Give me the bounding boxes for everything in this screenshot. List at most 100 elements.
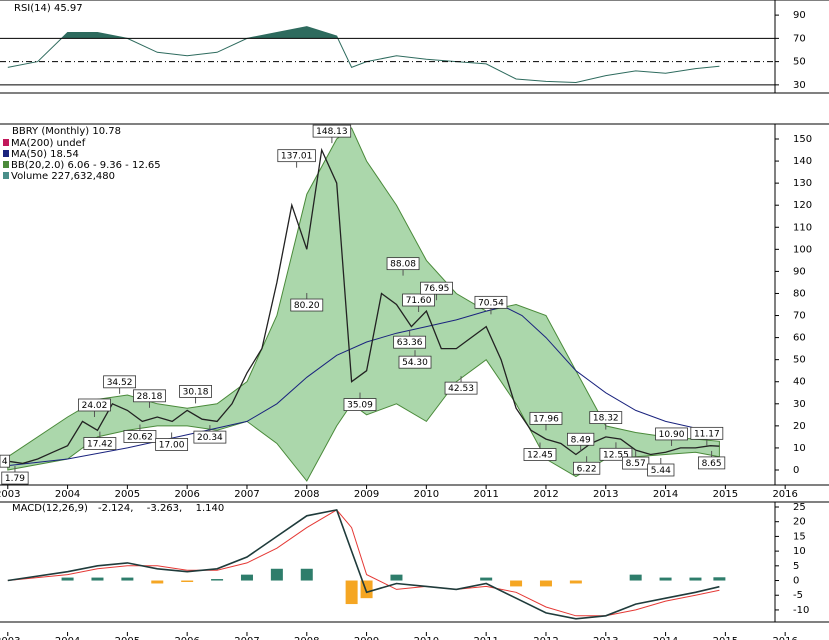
annotation-label: 17.42: [87, 440, 113, 450]
y-tick-label: 30: [793, 80, 806, 91]
annotation-label: 137.01: [281, 152, 313, 162]
annotation-label: 24.02: [82, 401, 108, 411]
x-tick-label: 2016: [772, 636, 797, 640]
annotation-box: [312, 124, 352, 138]
panel: 4 1.79 24.02 17.42 34.52 28.18 20.62 17.00 30.18…: [0, 124, 726, 485]
histogram-bar: [345, 580, 358, 605]
annotation-label: 8.49: [571, 435, 591, 445]
x-tick-label: 2016: [772, 489, 797, 500]
x-tick-label: 2008: [294, 636, 319, 640]
x-tick-label: 2004: [55, 636, 80, 640]
histogram-bar: [480, 577, 493, 581]
y-tick-label: 70: [793, 311, 806, 322]
annotation-label: 76.95: [424, 284, 450, 294]
x-tick-label: 2006: [174, 489, 199, 500]
y-tick-label: 0: [793, 576, 799, 587]
annotation-box: [133, 389, 166, 403]
y-tick-label: 20: [793, 421, 806, 432]
annotation-label: 1.79: [5, 474, 25, 484]
annotation-label: 8.57: [626, 459, 646, 469]
annotation-box: [420, 281, 453, 295]
annotation-label: 28.18: [137, 392, 163, 402]
annotation-box: [622, 456, 650, 470]
histogram-bar: [510, 580, 523, 587]
annotation-box: [290, 298, 324, 312]
annotation-label: 88.08: [390, 260, 416, 270]
y-tick-label: 25: [793, 502, 806, 513]
annotation-label: 20.62: [127, 432, 153, 442]
y-tick-label: 90: [793, 266, 806, 277]
annotation-box: [83, 437, 117, 450]
x-tick-label: 2012: [533, 636, 558, 640]
x-tick-label: 2007: [234, 489, 259, 500]
annotation-label: 63.36: [397, 338, 423, 348]
annotation-box: [698, 456, 726, 470]
x-tick-label: 2006: [174, 636, 199, 640]
x-tick-label: 2015: [713, 489, 738, 500]
histogram-bar: [300, 568, 313, 581]
legend-swatch: [3, 161, 9, 168]
y-tick-label: 10: [793, 443, 806, 454]
histogram-bar: [270, 568, 283, 581]
legend-text: BB(20,2.0) 6.06 - 9.36 - 12.65: [11, 160, 161, 171]
histogram-bar: [659, 577, 672, 581]
annotation-box: [78, 398, 111, 412]
annotation-box: [393, 335, 427, 349]
annotation-box: [655, 427, 688, 441]
annotation-box: [386, 257, 420, 271]
x-tick-label: 2005: [115, 636, 140, 640]
y-tick-label: 140: [793, 156, 812, 167]
signal-line: [7, 509, 720, 617]
histogram-bar: [61, 577, 74, 581]
legend-swatch: [3, 139, 9, 146]
x-tick-label: 2012: [533, 489, 558, 500]
annotation-box: [444, 381, 478, 395]
y-tick-label: -10: [793, 605, 809, 616]
y-tick-label: 5: [793, 561, 799, 572]
annotation-box: [398, 355, 432, 369]
x-tick-label: 2014: [653, 489, 678, 500]
annotation-box: [193, 430, 227, 444]
y-tick-label: 50: [793, 355, 806, 366]
annotation-label: 18.32: [593, 414, 619, 424]
y-tick-label: 130: [793, 178, 812, 189]
annotation-label: 5.44: [651, 466, 671, 476]
x-tick-label: 2009: [354, 489, 379, 500]
panel: [7, 26, 720, 84]
x-tick-label: 2003: [0, 489, 21, 500]
legend-text: MA(50) 18.54: [11, 149, 79, 160]
annotation-box: [103, 375, 136, 389]
y-tick-label: 110: [793, 222, 812, 233]
annotation-box: [402, 293, 435, 307]
annotation-box: [567, 432, 595, 446]
annotation-box: [0, 454, 11, 468]
annotation-label: 34.52: [107, 378, 133, 388]
annotation-label: 17.96: [533, 414, 559, 424]
histogram-bar: [121, 577, 134, 581]
annotation-label: 4: [2, 457, 8, 467]
annotation-box: [573, 461, 601, 475]
x-tick-label: 2008: [294, 489, 319, 500]
macd-line: [7, 508, 720, 620]
annotation-box: [277, 149, 316, 163]
histogram-bar: [240, 574, 253, 581]
panel: [7, 508, 726, 620]
annotation-label: 8.65: [702, 459, 722, 469]
y-tick-label: 20: [793, 517, 806, 528]
panel-title: RSI(14) 45.97: [14, 3, 83, 14]
y-tick-label: 150: [793, 134, 812, 145]
x-tick-label: 2013: [593, 489, 618, 500]
annotation-label: 42.53: [448, 384, 474, 394]
overbought-fill: [61, 26, 338, 39]
y-tick-label: 40: [793, 377, 806, 388]
annotation-box: [1, 471, 29, 485]
x-tick-label: 2011: [473, 636, 498, 640]
x-tick-label: 2014: [653, 636, 678, 640]
annotation-label: 71.60: [406, 296, 432, 306]
legend-text: MA(200) undef: [11, 138, 86, 149]
annotation-box: [179, 384, 212, 398]
y-tick-label: 120: [793, 200, 812, 211]
histogram-bar: [360, 580, 373, 599]
histogram-bar: [539, 580, 552, 587]
y-tick-label: 90: [793, 10, 806, 21]
